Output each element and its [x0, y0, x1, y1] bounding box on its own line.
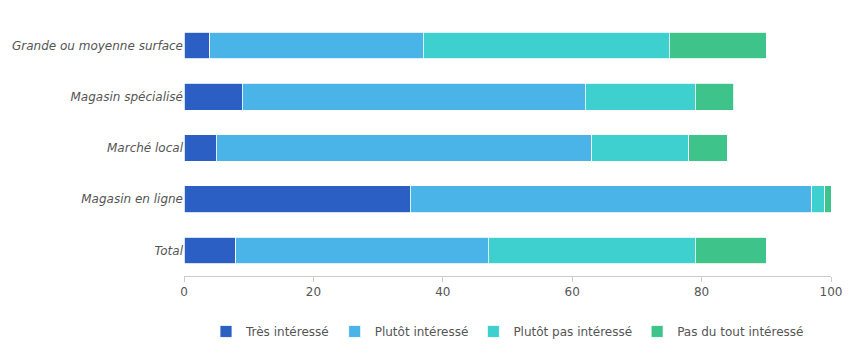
- svg-text:100: 100: [820, 285, 843, 299]
- svg-text:20: 20: [306, 285, 321, 299]
- svg-text:80: 80: [694, 285, 709, 299]
- svg-text:0: 0: [180, 285, 188, 299]
- svg-text:Pas du tout intéressé: Pas du tout intéressé: [677, 325, 803, 339]
- svg-text:Marché local: Marché local: [107, 141, 184, 155]
- svg-text:60: 60: [565, 285, 580, 299]
- svg-text:Plutôt intéressé: Plutôt intéressé: [375, 325, 469, 339]
- svg-text:Magasin en ligne: Magasin en ligne: [81, 192, 183, 206]
- svg-text:Magasin spécialisé: Magasin spécialisé: [70, 90, 183, 104]
- svg-text:Total: Total: [154, 244, 183, 258]
- svg-text:Plutôt pas intéressé: Plutôt pas intéressé: [513, 325, 632, 339]
- svg-text:40: 40: [435, 285, 450, 299]
- svg-text:Très intéressé: Très intéressé: [245, 325, 329, 339]
- svg-text:Grande ou moyenne surface: Grande ou moyenne surface: [12, 39, 183, 53]
